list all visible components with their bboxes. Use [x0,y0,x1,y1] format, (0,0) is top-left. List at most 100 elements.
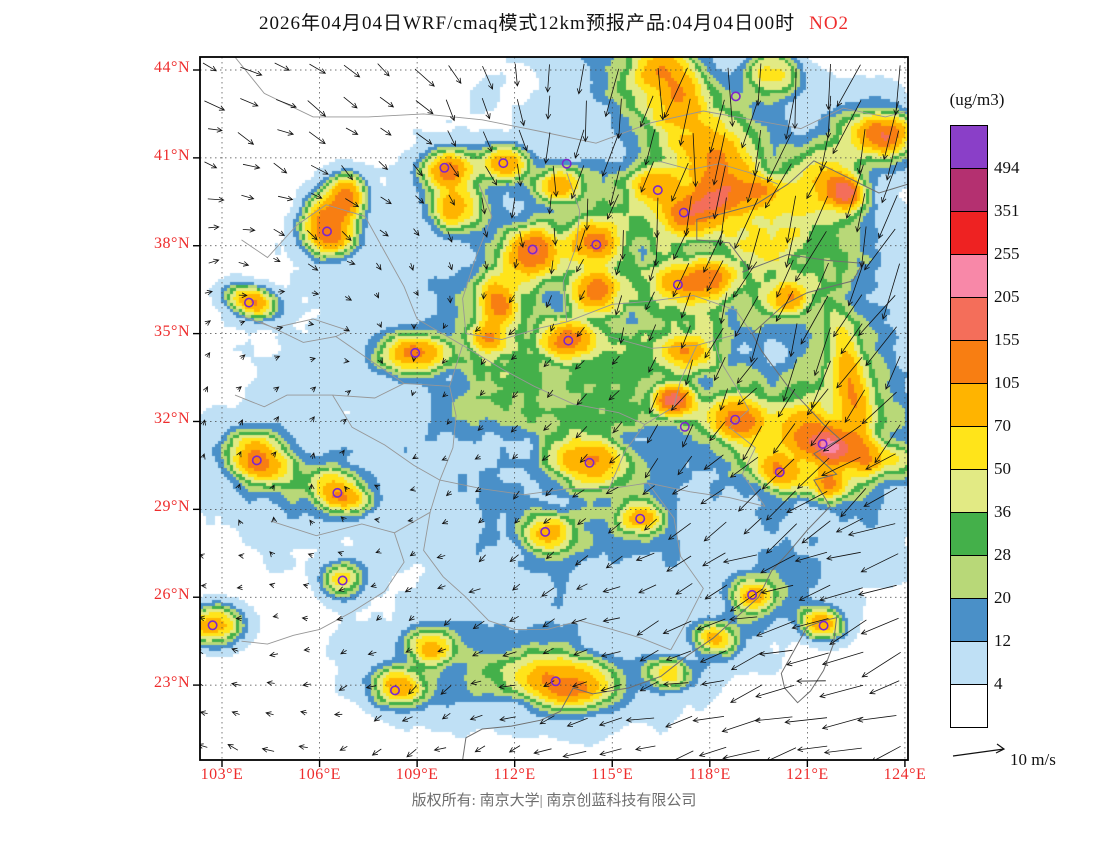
wind-vector [743,517,762,535]
wind-vector [795,231,827,282]
wind-vector [379,229,389,237]
city-marker [730,91,741,102]
wind-vector [443,618,452,627]
wind-vector [240,66,263,77]
wind-vector [858,295,896,337]
wind-vector [760,554,795,574]
wind-vector [609,454,621,464]
wind-vector [416,132,433,145]
wind-vector [734,198,759,250]
wind-vector [671,485,689,495]
wind-vector [572,489,585,498]
wind-vector [729,616,758,622]
city-marker [591,239,602,250]
wind-vector [642,485,655,495]
wind-vector [401,716,413,722]
wind-vector [482,227,489,238]
wind-vector [625,717,655,723]
wind-vector [411,323,417,330]
colorbar-block [950,340,988,384]
wind-vector [474,454,481,460]
wind-vector [713,356,726,382]
city-marker [672,279,683,290]
city-marker [527,244,538,255]
city-markers [207,91,829,696]
colorbar-block [950,598,988,642]
wind-vector [577,229,586,252]
wind-vector [786,652,829,667]
wind-vector [483,260,489,270]
wind-vector [414,68,435,87]
wind-vector [482,65,494,90]
wind-vector [307,100,327,117]
wind-vector [343,96,358,109]
wind-vector [776,259,794,298]
wind-vector [785,195,796,244]
wind-vector [477,424,484,432]
wind-vector [449,163,460,178]
wind-vector [819,684,864,699]
colorbar-label: 205 [994,287,1020,306]
wind-vector [605,555,623,569]
wind-vector [412,453,419,460]
wind-vector [756,620,796,637]
wind-vector [794,551,828,563]
wind-vector [509,554,519,563]
wind-vector [821,651,864,666]
species-label: NO2 [809,13,850,34]
city-marker [389,685,400,696]
wind-vector [340,418,347,425]
wind-vector [819,587,863,602]
y-axis-label: 26°N [154,586,190,604]
wind-vector [204,100,226,111]
wind-vector [737,488,762,512]
colorbar-label: 36 [994,502,1011,521]
wind-vector [845,164,864,220]
colorbar-label: 105 [994,373,1020,392]
wind-vector [702,552,726,567]
wind-vector [881,263,900,320]
wind-vector [346,260,356,266]
wind-vector [643,518,657,531]
wind-vector [300,709,308,716]
wind-vector [437,647,447,653]
wind-vector [607,521,622,534]
colorbar-block [950,555,988,599]
wind-vector [545,95,552,120]
wind-vector [722,554,757,564]
wind-vector [309,416,315,423]
colorbar-block [950,684,988,728]
wind-vector [645,291,655,311]
wind-vector [367,650,377,656]
wind-vector [746,161,760,204]
wind-vector [666,555,692,572]
wind-vector [333,711,343,718]
wind-vector [274,62,290,71]
wind-vector [840,488,867,518]
wind-vector [409,486,416,492]
wind-vector [708,99,725,154]
wind-vector [754,716,793,723]
wind-vector [413,228,420,237]
wind-vector [447,231,453,243]
wind-vector [309,356,316,363]
wind-vector [885,355,901,390]
wind-vector [512,453,519,460]
wind-vector [301,615,309,622]
wind-vector [835,517,864,533]
wind-vector [541,454,551,461]
wind-vector [341,231,352,242]
wind-vector [238,519,244,526]
wind-vector [508,745,521,753]
wind-vector [696,618,726,631]
wind-vector [878,195,898,240]
wind-vector [235,386,242,392]
wind-vector [675,583,693,595]
wind-vector [747,228,761,271]
wind-vector [273,228,286,236]
wind-vector [479,389,486,397]
wind-vector [730,651,763,671]
wind-vector [678,98,691,147]
wind-vector [582,100,589,143]
wind-vector [574,129,585,159]
